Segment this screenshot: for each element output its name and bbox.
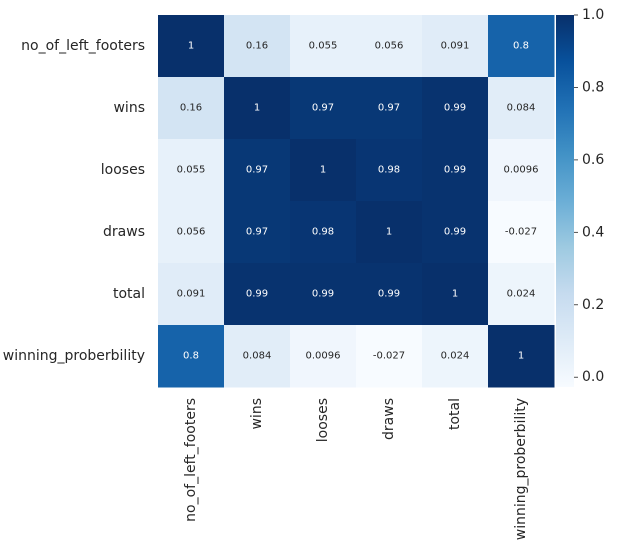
column-tick-label: no_of_left_footers xyxy=(183,398,199,522)
heatmap-cell xyxy=(356,263,423,326)
column-tick-labels: no_of_left_footers wins looses draws total wi… xyxy=(183,398,529,540)
cell-value-label: 0.056 xyxy=(375,41,404,52)
heatmap-cell xyxy=(488,201,555,264)
column-tick-label: wins xyxy=(249,398,265,430)
cell-value-label: 0.99 xyxy=(378,289,400,300)
cell-value-label: -0.027 xyxy=(373,351,405,362)
heatmap-cell xyxy=(290,325,357,388)
colorbar-tick-label: 0.4 xyxy=(582,224,604,240)
column-tick-label: total xyxy=(447,398,463,430)
heatmap-cell xyxy=(290,139,357,202)
cell-value-label: 0.056 xyxy=(177,227,206,238)
cell-value-label: 0.055 xyxy=(309,41,338,52)
heatmap-cell-labels: 1 0.16 0.055 0.056 0.091 0.8 0.16 1 0.97 0.97 0.99… xyxy=(177,41,539,362)
heatmap-cell xyxy=(224,201,291,264)
cell-value-label: 0.055 xyxy=(177,165,206,176)
column-tick-label: draws xyxy=(381,398,397,440)
heatmap-cell xyxy=(488,325,555,388)
colorbar-tick-label: 0.8 xyxy=(582,79,604,95)
cell-value-label: 1 xyxy=(386,227,392,238)
cell-value-label: 1 xyxy=(320,165,326,176)
cell-value-label: 1 xyxy=(452,289,458,300)
cell-value-label: 0.97 xyxy=(246,165,268,176)
cell-value-label: 0.98 xyxy=(378,165,400,176)
heatmap-cell xyxy=(158,139,225,202)
cell-value-label: 0.091 xyxy=(177,289,206,300)
column-tick-label: winning_proberbility xyxy=(513,398,529,540)
heatmap-cell xyxy=(422,263,489,326)
cell-value-label: 0.091 xyxy=(441,41,470,52)
heatmap-cell xyxy=(158,201,225,264)
heatmap-cell xyxy=(356,325,423,388)
row-tick-label: no_of_left_footers xyxy=(21,38,145,54)
heatmap-cell xyxy=(356,201,423,264)
heatmap-cell xyxy=(224,77,291,140)
column-tick-label: looses xyxy=(315,398,331,442)
heatmap-cell xyxy=(158,325,225,388)
row-tick-label: winning_proberbility xyxy=(3,348,145,364)
cell-value-label: 0.024 xyxy=(441,351,470,362)
cell-value-label: 0.0096 xyxy=(306,351,341,362)
colorbar-tick-label: 0.6 xyxy=(582,152,604,168)
heatmap-cell xyxy=(224,139,291,202)
heatmap-cell xyxy=(290,15,357,78)
cell-value-label: 0.99 xyxy=(312,289,334,300)
heatmap-cell xyxy=(488,139,555,202)
cell-value-label: 0.0096 xyxy=(504,165,539,176)
cell-value-label: -0.027 xyxy=(505,227,537,238)
cell-value-label: 0.98 xyxy=(312,227,334,238)
heatmap-cell xyxy=(422,15,489,78)
heatmap-cells xyxy=(158,15,555,388)
row-tick-label: looses xyxy=(101,162,145,178)
heatmap-cell xyxy=(158,15,225,78)
heatmap-cell xyxy=(290,263,357,326)
cell-value-label: 0.97 xyxy=(378,103,400,114)
heatmap-cell xyxy=(290,77,357,140)
colorbar-tick-label: 0.0 xyxy=(582,369,604,385)
heatmap-cell xyxy=(356,15,423,78)
cell-value-label: 0.99 xyxy=(444,103,466,114)
heatmap-cell xyxy=(422,201,489,264)
heatmap-cell xyxy=(422,325,489,388)
heatmap-cell xyxy=(356,139,423,202)
colorbar-ticks: 0.0 0.2 0.4 0.6 0.8 1.0 xyxy=(574,7,604,385)
heatmap-cell xyxy=(356,77,423,140)
heatmap-cell xyxy=(488,77,555,140)
row-tick-label: total xyxy=(113,286,145,302)
cell-value-label: 0.16 xyxy=(246,41,268,52)
heatmap-cell xyxy=(290,201,357,264)
row-tick-label: draws xyxy=(103,224,145,240)
colorbar-tick-label: 1.0 xyxy=(582,7,604,23)
cell-value-label: 0.084 xyxy=(507,103,536,114)
cell-value-label: 0.8 xyxy=(183,351,199,362)
heatmap-cell xyxy=(422,77,489,140)
heatmap-cell xyxy=(158,77,225,140)
cell-value-label: 1 xyxy=(254,103,260,114)
cell-value-label: 0.024 xyxy=(507,289,536,300)
cell-value-label: 0.8 xyxy=(513,41,529,52)
cell-value-label: 1 xyxy=(188,41,194,52)
heatmap-cell xyxy=(488,15,555,78)
cell-value-label: 0.97 xyxy=(246,227,268,238)
heatmap-cell xyxy=(158,263,225,326)
cell-value-label: 0.97 xyxy=(312,103,334,114)
heatmap-cell xyxy=(224,325,291,388)
heatmap-cell xyxy=(488,263,555,326)
cell-value-label: 0.99 xyxy=(444,227,466,238)
colorbar-tick-label: 0.2 xyxy=(582,297,604,313)
cell-value-label: 0.99 xyxy=(246,289,268,300)
heatmap-cell xyxy=(422,139,489,202)
cell-value-label: 1 xyxy=(518,351,524,362)
cell-value-label: 0.084 xyxy=(243,351,272,362)
colorbar xyxy=(556,15,574,387)
cell-value-label: 0.16 xyxy=(180,103,202,114)
heatmap-cell xyxy=(224,263,291,326)
heatmap-cell xyxy=(224,15,291,78)
cell-value-label: 0.99 xyxy=(444,165,466,176)
row-tick-label: wins xyxy=(113,100,145,116)
